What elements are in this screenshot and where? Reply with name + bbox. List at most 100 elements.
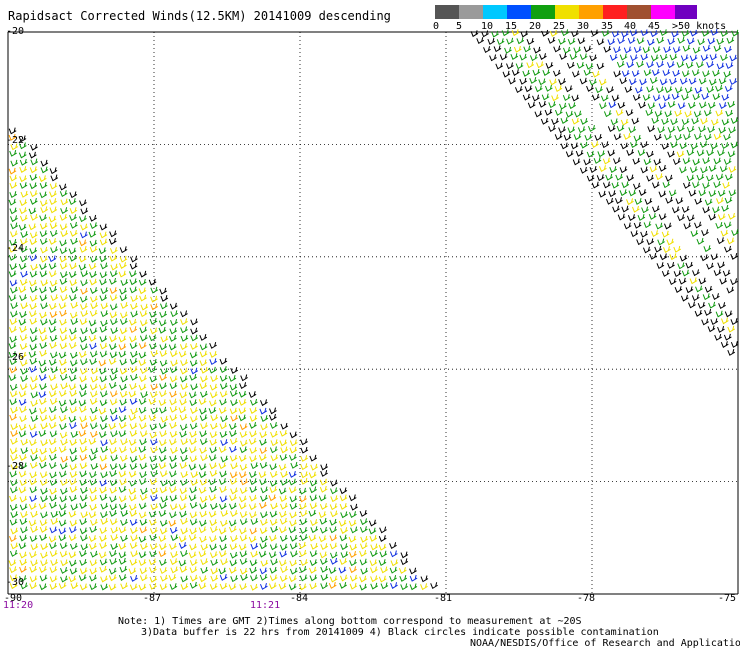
wind-barb xyxy=(10,215,18,223)
wind-barb xyxy=(708,213,717,221)
wind-barb xyxy=(680,294,689,302)
wind-barb xyxy=(200,543,209,551)
wind-barb xyxy=(29,166,38,174)
wind-barb xyxy=(685,61,694,69)
wind-barb xyxy=(229,430,237,437)
wind-barb xyxy=(9,494,17,502)
wind-barb xyxy=(694,133,702,140)
wind-barb xyxy=(19,182,28,189)
wind-barb xyxy=(29,343,38,351)
wind-barb xyxy=(89,309,98,317)
wind-barb xyxy=(138,278,147,286)
wind-barb xyxy=(268,582,277,590)
wind-barb xyxy=(49,270,57,278)
wind-barb xyxy=(20,231,29,238)
wind-barb xyxy=(319,503,328,510)
wind-barb xyxy=(108,574,117,582)
wind-barb xyxy=(149,342,157,350)
wind-barb xyxy=(279,559,287,567)
wind-barb xyxy=(69,229,78,237)
wind-barb xyxy=(180,367,188,375)
wind-barb xyxy=(50,351,58,359)
wind-barb xyxy=(118,422,127,429)
wind-barb xyxy=(678,277,687,285)
wind-barb xyxy=(709,53,718,61)
wind-barb xyxy=(100,583,109,591)
wind-barb xyxy=(656,86,664,94)
wind-barb xyxy=(119,454,128,462)
wind-barb xyxy=(110,367,119,375)
wind-barb xyxy=(99,527,108,534)
wind-barb xyxy=(209,383,218,391)
wind-barb xyxy=(308,471,317,479)
wind-barb xyxy=(79,470,88,478)
wind-barb xyxy=(696,173,705,181)
wind-barb xyxy=(198,398,207,406)
wind-barb xyxy=(160,294,169,302)
wind-barb xyxy=(149,423,158,431)
wind-barb xyxy=(630,141,638,149)
wind-barb xyxy=(99,255,107,263)
wind-barb xyxy=(587,125,596,132)
wind-barb xyxy=(69,294,77,302)
wind-barb xyxy=(672,69,681,77)
wind-barb xyxy=(169,503,178,511)
wind-barb xyxy=(30,415,39,423)
wind-barb xyxy=(20,526,28,534)
wind-barb xyxy=(692,93,701,101)
wind-barb xyxy=(28,207,37,215)
wind-barb xyxy=(609,53,618,61)
wind-barb xyxy=(199,350,208,358)
wind-barb xyxy=(19,551,27,559)
wind-barb xyxy=(648,213,657,220)
wind-barb xyxy=(591,181,600,189)
wind-barb xyxy=(10,302,19,310)
wind-barb xyxy=(240,439,248,447)
wind-barb xyxy=(180,517,188,525)
wind-barb xyxy=(109,374,118,381)
wind-barb xyxy=(668,278,677,286)
wind-barb xyxy=(89,574,97,582)
wind-barb xyxy=(229,471,238,479)
wind-barb xyxy=(150,303,158,311)
wind-barb xyxy=(694,221,702,229)
wind-barb xyxy=(99,342,108,350)
wind-barb xyxy=(685,286,694,294)
wind-barb xyxy=(129,509,138,517)
wind-barb xyxy=(634,198,643,205)
wind-barb xyxy=(18,262,27,270)
wind-barb xyxy=(309,566,317,574)
wind-barb xyxy=(89,559,98,567)
wind-barb xyxy=(249,478,258,486)
wind-barb xyxy=(70,318,79,326)
wind-barb xyxy=(349,543,358,551)
wind-barb xyxy=(199,535,207,543)
wind-barb xyxy=(666,61,675,69)
wind-barb xyxy=(712,206,720,214)
wind-barb xyxy=(159,502,167,510)
wind-barb xyxy=(60,455,69,463)
wind-barb xyxy=(19,406,27,414)
wind-barb xyxy=(631,205,640,213)
wind-barb xyxy=(614,197,623,205)
wind-barb xyxy=(209,358,218,366)
wind-barb xyxy=(209,462,217,470)
wind-barb xyxy=(701,93,710,100)
wind-barb xyxy=(300,471,309,479)
wind-barb xyxy=(179,565,188,573)
wind-barb xyxy=(662,94,671,102)
wind-barb xyxy=(199,343,208,351)
wind-barb xyxy=(504,46,512,54)
wind-barb xyxy=(229,502,237,510)
wind-barb xyxy=(39,519,48,527)
wind-barb xyxy=(68,415,77,423)
wind-barb xyxy=(703,133,712,141)
wind-barb xyxy=(568,102,576,110)
wind-barb xyxy=(230,462,238,470)
wind-barb xyxy=(18,486,27,494)
colorbar-swatch xyxy=(435,5,459,19)
wind-barb xyxy=(677,102,686,110)
wind-barb xyxy=(679,77,688,85)
wind-barb xyxy=(590,29,599,37)
colorbar-swatch xyxy=(555,5,579,19)
